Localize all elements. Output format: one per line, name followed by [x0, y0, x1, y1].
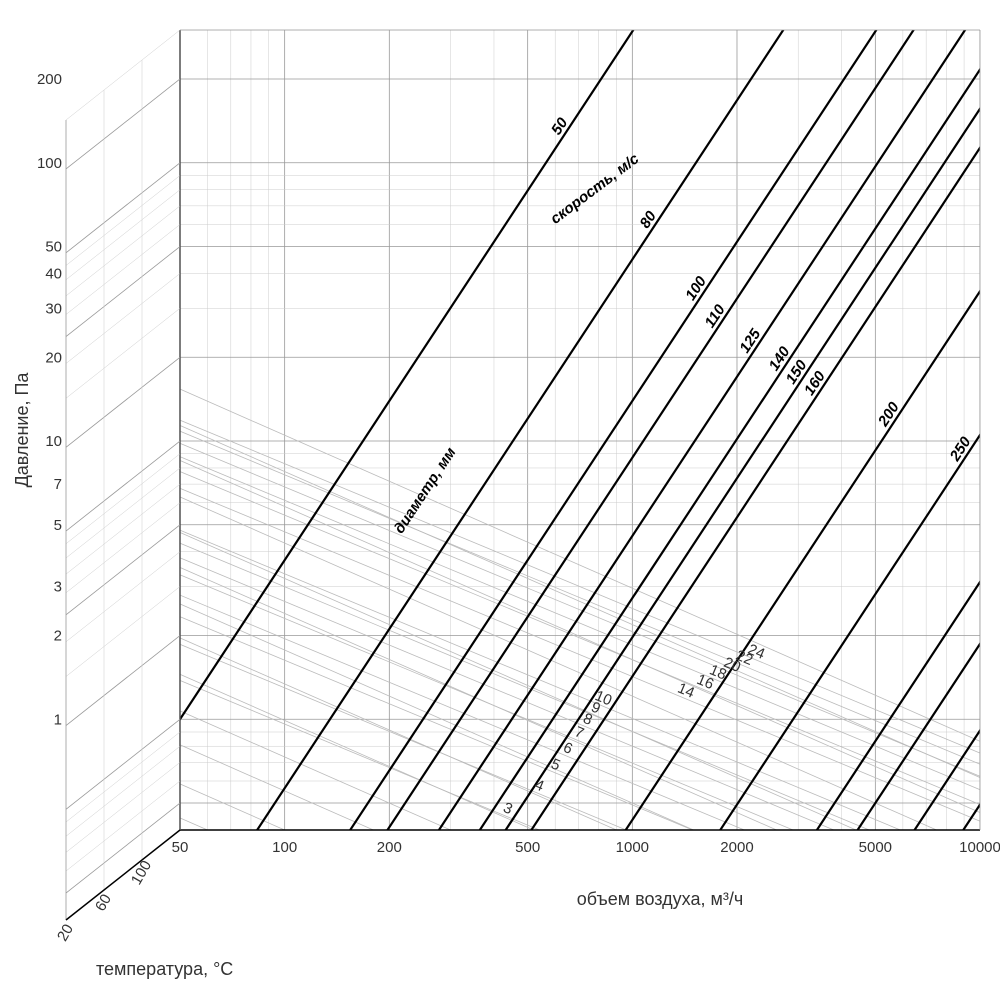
- y-tick-label: 30: [45, 300, 62, 317]
- x-tick-label: 10000: [959, 839, 1000, 856]
- diameter-label: 110: [701, 301, 729, 331]
- diameter-label: 100: [682, 273, 710, 304]
- diameter-line: [0, 0, 1000, 993]
- velocity-field-label: скорость, м/с: [547, 150, 642, 228]
- diameter-line: [0, 0, 1000, 993]
- velocity-label: 4: [532, 776, 546, 795]
- y-tick-label: 1: [54, 711, 62, 728]
- temp-family-line: [0, 631, 1000, 993]
- temp-family-line: [0, 665, 1000, 993]
- y-tick-label: 2: [54, 628, 62, 645]
- temp-tick-label: 20: [54, 921, 77, 944]
- diameter-line: [0, 0, 1000, 993]
- diameter-line: [0, 0, 1000, 993]
- x-axis-title: объем воздуха, м³/ч: [577, 889, 743, 909]
- diameter-label: 250: [946, 433, 975, 465]
- diameter-line: [0, 0, 1000, 993]
- diameter-label: 80: [637, 208, 661, 232]
- y-tick-label: 7: [54, 476, 62, 493]
- diameter-label: 200: [874, 399, 903, 431]
- velocity-line: [0, 430, 1000, 993]
- y-axis-title: Давление, Па: [12, 372, 32, 488]
- temp-axis-title: температура, °С: [96, 959, 233, 979]
- temp-tick-label: 100: [128, 858, 155, 888]
- temp-family-line: [0, 558, 1000, 993]
- diameter-label: 50: [548, 114, 572, 138]
- temp-family-line: [0, 521, 1000, 993]
- y-tick-label: 3: [54, 579, 62, 596]
- y-tick-label: 100: [37, 155, 62, 172]
- velocity-line: [0, 312, 1000, 934]
- temp-family-line: [0, 379, 1000, 993]
- temp-axis: [66, 830, 180, 920]
- velocity-label: 3: [501, 799, 515, 818]
- velocity-line: [0, 472, 1000, 993]
- diameter-label: 125: [736, 325, 764, 356]
- diameter-line: [0, 0, 1000, 993]
- diameter-line: [0, 0, 1000, 993]
- x-tick-label: 1000: [616, 839, 649, 856]
- temp-family-line: [0, 592, 1000, 993]
- velocity-label: 14: [675, 680, 697, 702]
- x-tick-label: 5000: [859, 839, 892, 856]
- velocity-line: [0, 386, 1000, 993]
- y-tick-label: 5: [54, 517, 62, 534]
- x-tick-label: 2000: [720, 839, 753, 856]
- x-tick-label: 500: [515, 839, 540, 856]
- diameter-line: [0, 0, 1000, 993]
- temp-tick-label: 60: [92, 891, 115, 914]
- y-tick-label: 40: [45, 265, 62, 282]
- diameter-field-label: диаметр, мм: [391, 444, 460, 536]
- y-tick-label: 10: [45, 433, 62, 450]
- velocity-line: [0, 413, 1000, 993]
- temp-family-line: [0, 414, 1000, 993]
- y-tick-label: 20: [45, 349, 62, 366]
- diameter-line: [0, 53, 1000, 993]
- temp-family-line: [0, 236, 1000, 894]
- diameter-line: [0, 0, 1000, 993]
- x-tick-label: 50: [172, 839, 189, 856]
- diameter-line: [0, 0, 1000, 993]
- y-tick-label: 200: [37, 71, 62, 88]
- velocity-line: [0, 450, 1000, 993]
- x-tick-label: 200: [377, 839, 402, 856]
- y-tick-label: 50: [45, 239, 62, 256]
- x-tick-label: 100: [272, 839, 297, 856]
- nomograph-chart: 345678910141618202224скорость, м/с 50801…: [0, 0, 1000, 993]
